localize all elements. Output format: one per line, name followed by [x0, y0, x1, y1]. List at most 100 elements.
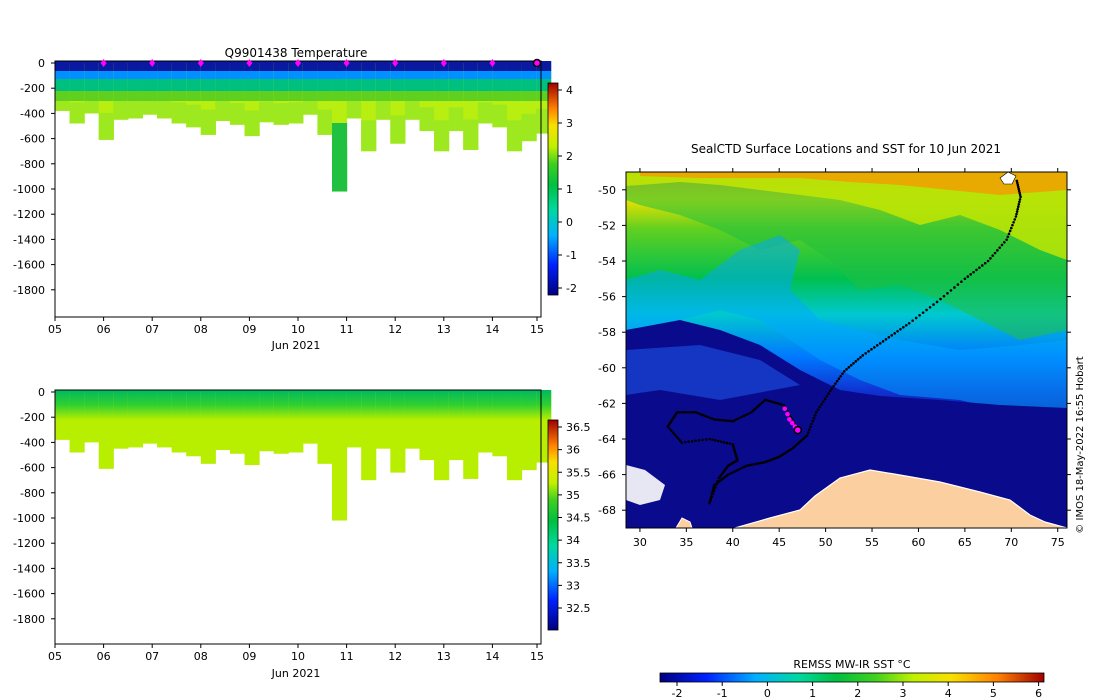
- temperature-profile-transition2: [244, 91, 260, 101]
- temperature-profile-surface: [84, 61, 100, 71]
- track-point: [1013, 218, 1017, 221]
- salinity-profile-surface: [186, 390, 202, 420]
- temperature-colorbar-label: 2: [566, 150, 573, 163]
- track-point: [710, 495, 714, 499]
- map-lat-label: -62: [598, 397, 616, 410]
- temperature-xtick-label: 06: [97, 323, 111, 336]
- salinity-xtick-label: 07: [145, 650, 159, 663]
- temperature-xtick-label: 05: [48, 323, 62, 336]
- temperature-profile-thermocline: [506, 71, 523, 79]
- track-point: [835, 379, 839, 383]
- salinity-colorbar: [547, 419, 559, 631]
- temperature-xtick-label: 10: [291, 323, 305, 336]
- salinity-x-axis: 05 06 07 08 09 10 11 12 13 14 15: [48, 644, 544, 663]
- track-point: [676, 437, 680, 440]
- temperature-profile-surface: [317, 61, 333, 71]
- track-point: [1016, 205, 1020, 209]
- temperature-profile-transition: [142, 79, 158, 91]
- temperature-profile-deep: [229, 103, 246, 125]
- temperature-profile-thermocline: [157, 71, 173, 79]
- salinity-profile-surface: [536, 390, 552, 420]
- map-lon-label: 40: [726, 536, 740, 549]
- sst-colorbar-label: 6: [1035, 687, 1042, 700]
- temperature-profile-transition2: [229, 91, 246, 101]
- temperature-profile-deep: [332, 123, 348, 192]
- temperature-profile-thermocline: [492, 71, 508, 79]
- temperature-profile-transition2: [200, 91, 216, 101]
- track-point: [673, 433, 677, 436]
- track-point: [1016, 181, 1019, 185]
- temperature-profile-thermocline: [215, 71, 231, 79]
- temperature-profile-deep: [142, 96, 158, 115]
- salinity-profile-surface: [419, 390, 435, 420]
- track-point: [697, 439, 701, 442]
- map-frame: [625, 171, 1068, 529]
- track-point: [821, 400, 825, 403]
- temperature-ytick-label: -1000: [13, 183, 45, 196]
- temperature-profile-transition2: [477, 91, 493, 101]
- temperature-profile-thermocline: [419, 71, 435, 79]
- track-point: [701, 413, 704, 417]
- temperature-profile-surface: [98, 61, 114, 71]
- temperature-profile-thermocline: [434, 71, 450, 79]
- track-point: [689, 411, 693, 414]
- temperature-profile-thermocline: [244, 71, 260, 79]
- track-point: [1009, 226, 1013, 230]
- track-point: [969, 273, 972, 276]
- temperature-profile-surface: [434, 61, 450, 71]
- temperature-profile-transition: [419, 79, 435, 91]
- track-point: [750, 411, 753, 414]
- temperature-profile-surface: [361, 61, 377, 71]
- temperature-panel: Q9901438 Temperature 0 -200 -400 -600 -800 -1…: [13, 46, 577, 352]
- track-point: [734, 453, 737, 456]
- track-point: [683, 440, 687, 444]
- track-point: [740, 415, 744, 419]
- track-point: [733, 418, 737, 422]
- track-point: [775, 401, 779, 405]
- salinity-y-axis: 0 -200 -400 -600 -800 -1000 -1200 -1400 -1600 -18…: [13, 386, 55, 626]
- track-point: [935, 300, 939, 304]
- temperature-profile-transition: [390, 79, 406, 91]
- track-point: [859, 356, 862, 359]
- temperature-profile-thermocline: [346, 71, 362, 79]
- track-point: [745, 413, 748, 416]
- salinity-profile-surface: [434, 390, 450, 420]
- salinity-profile-surface: [229, 390, 246, 420]
- temperature-colorbar: [547, 82, 559, 296]
- temperature-profile-transition: [477, 79, 493, 91]
- temperature-profile-thermocline: [448, 71, 464, 79]
- track-point: [763, 460, 767, 464]
- track-point: [680, 441, 684, 444]
- track-point: [763, 398, 767, 402]
- track-point: [724, 419, 728, 422]
- track-point: [714, 486, 717, 489]
- track-point: [805, 434, 809, 437]
- salinity-ytick-label: 0: [38, 386, 45, 399]
- recent-positions: [782, 406, 798, 429]
- track-point: [890, 334, 894, 337]
- track-point: [1012, 220, 1015, 224]
- map-lat-label: -66: [598, 469, 616, 482]
- salinity-profiles: [55, 390, 552, 521]
- sea-ice: [626, 465, 665, 505]
- track-point: [804, 435, 807, 439]
- salinity-profile-surface: [127, 390, 143, 420]
- track-point: [802, 437, 805, 440]
- temperature-profile-surface: [127, 61, 143, 71]
- track-point: [715, 483, 718, 486]
- map-latitude-axis: -50 -52 -54 -56 -58 -60 -62 -64 -66 -68: [598, 184, 1071, 517]
- track-point: [845, 368, 848, 371]
- temperature-profile-surface: [302, 61, 318, 71]
- temperature-profile-surface: [113, 61, 129, 71]
- track-point: [956, 283, 960, 286]
- salinity-profile-surface: [69, 390, 85, 420]
- track-point: [861, 354, 865, 357]
- temperature-profile-transition2: [419, 91, 435, 101]
- track-point: [768, 399, 772, 403]
- track-point: [711, 438, 714, 441]
- salinity-ytick-label: -400: [20, 436, 45, 449]
- track-point: [722, 419, 725, 422]
- track-point: [711, 492, 715, 496]
- track-point: [810, 422, 813, 426]
- sst-colorbar-label: -1: [717, 687, 728, 700]
